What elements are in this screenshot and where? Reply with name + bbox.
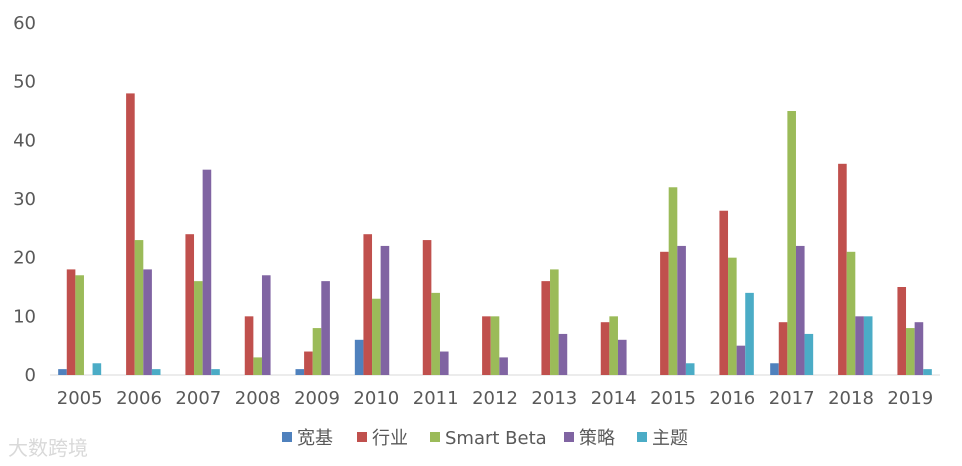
bar-2-2008 bbox=[244, 316, 254, 375]
y-tick-label: 20 bbox=[13, 248, 36, 269]
x-tick-label: 2017 bbox=[769, 388, 815, 409]
bar-2-2006 bbox=[126, 93, 135, 376]
bar-3-2010 bbox=[372, 298, 381, 375]
bar-1-2005 bbox=[58, 369, 67, 375]
x-tick-label: 2010 bbox=[353, 388, 399, 409]
bar-4-2006 bbox=[143, 269, 152, 375]
x-tick-label: 2013 bbox=[531, 388, 577, 409]
legend-swatch-4 bbox=[564, 432, 574, 442]
bar-2-2019 bbox=[897, 287, 907, 375]
legend-swatch-5 bbox=[637, 432, 647, 442]
x-axis: 2005 2006 2007 2008 2009 2010 2011 2012 2013 2014… bbox=[57, 388, 933, 409]
bar-3-2014 bbox=[609, 316, 618, 375]
bar-3-2006 bbox=[134, 240, 144, 375]
x-tick-label: 2008 bbox=[235, 388, 281, 409]
watermark-logo: 大数跨境 bbox=[8, 432, 88, 461]
bar-4-2014 bbox=[617, 339, 627, 375]
bar-1-2009 bbox=[295, 369, 305, 375]
bar-2-2018 bbox=[838, 163, 847, 375]
y-tick-label: 40 bbox=[13, 130, 36, 151]
y-tick-label: 10 bbox=[13, 306, 36, 327]
bar-3-2019 bbox=[906, 328, 915, 375]
x-tick-label: 2016 bbox=[709, 388, 755, 409]
bar-4-2010 bbox=[380, 245, 390, 375]
legend-swatch-1 bbox=[282, 432, 292, 442]
bar-4-2017 bbox=[795, 245, 805, 375]
bar-3-2011 bbox=[431, 292, 440, 375]
bar-4-2016 bbox=[736, 345, 746, 375]
bar-2-2011 bbox=[422, 240, 432, 375]
bar-5-2017 bbox=[804, 333, 814, 375]
x-tick-label: 2005 bbox=[57, 388, 103, 409]
bar-3-2013 bbox=[550, 269, 559, 375]
x-tick-label: 2009 bbox=[294, 388, 340, 409]
bar-5-2019 bbox=[923, 369, 932, 375]
bar-1-2010 bbox=[354, 339, 364, 375]
x-tick-label: 2006 bbox=[116, 388, 162, 409]
bar-1-2017 bbox=[770, 363, 779, 375]
watermark-text: 大数跨境 bbox=[8, 436, 88, 460]
bar-4-2011 bbox=[439, 351, 449, 375]
bar-3-2007 bbox=[194, 281, 203, 375]
legend-swatch-2 bbox=[357, 432, 367, 442]
bar-3-2008 bbox=[253, 357, 262, 375]
bar-5-2007 bbox=[211, 369, 220, 375]
bar-5-2018 bbox=[863, 316, 873, 375]
bar-2-2010 bbox=[363, 234, 373, 375]
legend-label-1: 宽基 bbox=[297, 428, 333, 449]
bar-2-2016 bbox=[719, 210, 729, 375]
bar-3-2016 bbox=[728, 257, 737, 375]
y-tick-label: 50 bbox=[13, 72, 36, 93]
legend-label-5: 主题 bbox=[652, 428, 688, 449]
bar-4-2013 bbox=[558, 333, 568, 375]
bar-5-2005 bbox=[92, 363, 102, 375]
bar-5-2006 bbox=[151, 369, 161, 375]
bar-4-2012 bbox=[499, 357, 508, 375]
x-tick-label: 2015 bbox=[650, 388, 696, 409]
bar-4-2019 bbox=[914, 322, 924, 375]
bar-4-2015 bbox=[677, 245, 686, 375]
bar-2-2005 bbox=[66, 269, 76, 375]
x-tick-label: 2019 bbox=[887, 388, 933, 409]
bar-2-2014 bbox=[600, 322, 610, 375]
bar-3-2012 bbox=[490, 316, 500, 375]
x-tick-label: 2011 bbox=[413, 388, 459, 409]
bar-2-2015 bbox=[660, 251, 669, 375]
y-axis: 0 10 20 30 40 50 60 bbox=[13, 13, 36, 386]
y-tick-label: 60 bbox=[13, 13, 36, 34]
bar-4-2007 bbox=[202, 169, 212, 375]
legend-label-3: Smart Beta bbox=[445, 428, 547, 449]
x-tick-label: 2007 bbox=[175, 388, 221, 409]
bar-2-2017 bbox=[778, 322, 788, 375]
bar-5-2016 bbox=[745, 292, 754, 375]
bar-2-2009 bbox=[304, 351, 313, 375]
legend-label-4: 策略 bbox=[579, 428, 615, 449]
bar-3-2017 bbox=[787, 111, 796, 375]
legend-swatch-3 bbox=[430, 432, 440, 442]
y-tick-label: 30 bbox=[13, 189, 36, 210]
bar-4-2008 bbox=[261, 275, 271, 375]
x-tick-label: 2014 bbox=[591, 388, 637, 409]
x-tick-label: 2018 bbox=[828, 388, 874, 409]
y-tick-label: 0 bbox=[25, 365, 36, 386]
legend: 宽基 行业 Smart Beta 策略 主题 bbox=[282, 428, 688, 449]
bar-3-2015 bbox=[668, 187, 678, 375]
bar-2-2013 bbox=[541, 281, 551, 375]
bars-group bbox=[58, 93, 932, 376]
bar-4-2009 bbox=[321, 281, 330, 375]
legend-label-2: 行业 bbox=[372, 428, 408, 449]
bar-3-2018 bbox=[846, 251, 856, 375]
bar-4-2018 bbox=[855, 316, 864, 375]
bar-2-2012 bbox=[482, 316, 491, 375]
x-tick-label: 2012 bbox=[472, 388, 518, 409]
bar-5-2015 bbox=[685, 363, 695, 375]
bar-3-2005 bbox=[75, 275, 84, 375]
bar-3-2009 bbox=[312, 328, 322, 375]
bar-2-2007 bbox=[185, 234, 195, 375]
